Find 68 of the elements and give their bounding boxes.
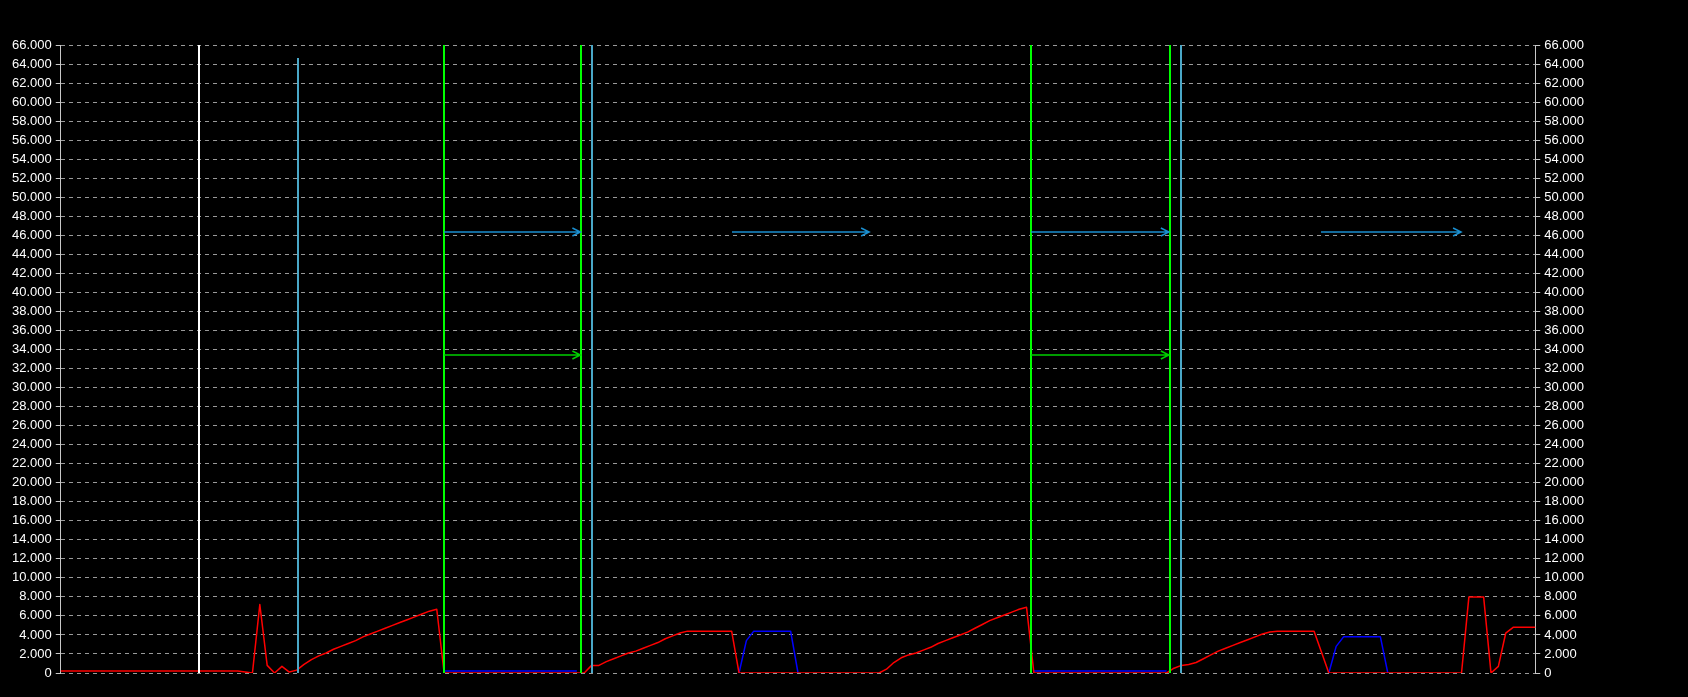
y2-tick-label: 26.000 [1544,417,1584,433]
y-tick-label: 50.000 [12,188,52,204]
y-tick-label: 32.000 [12,360,52,376]
y2-tick-label: 60.000 [1544,93,1584,109]
y-tick-label: 38.000 [12,303,52,318]
y2-tick-label: 54.000 [1544,150,1584,166]
y-tick-label: 40.000 [12,283,52,299]
y2-tick-label: 10.000 [1544,569,1584,585]
y-tick-label: 6.000 [19,607,52,623]
y-tick-label: 18.000 [12,493,52,509]
y-tick-label: 48.000 [12,207,52,223]
y2-tick-label: 16.000 [1544,512,1584,528]
y-tick-label: 26.000 [12,417,52,433]
y-tick-label: 24.000 [12,436,52,452]
y-tick-label: 10.000 [12,569,52,585]
y2-tick-label: 30.000 [1544,379,1584,395]
y2-tick-label: 28.000 [1544,398,1584,414]
y2-tick-label: 2.000 [1544,645,1577,661]
y2-tick-label: 36.000 [1544,322,1584,338]
y2-tick-label: 6.000 [1544,607,1577,623]
y-tick-label: 64.000 [12,55,52,71]
y2-tick-label: 56.000 [1544,131,1584,147]
y2-tick-label: 38.000 [1544,303,1584,318]
y2-tick-label: 22.000 [1544,455,1584,471]
y-tick-label: 62.000 [12,74,52,90]
y-tick-label: 54.000 [12,150,52,166]
y-tick-label: 44.000 [12,245,52,261]
y-tick-label: 30.000 [12,379,52,395]
y-tick-label: 8.000 [19,588,52,604]
y-tick-label: 34.000 [12,341,52,357]
y-tick-label: 66.000 [12,36,52,52]
y-tick-label: 2.000 [19,645,52,661]
y2-tick-label: 62.000 [1544,74,1584,90]
y2-tick-label: 46.000 [1544,226,1584,242]
y2-tick-label: 42.000 [1544,264,1584,280]
y2-tick-label: 24.000 [1544,436,1584,452]
y2-tick-label: 66.000 [1544,36,1584,52]
y-tick-label: 14.000 [12,531,52,547]
y2-tick-label: 64.000 [1544,55,1584,71]
y-tick-label: 0 [44,664,52,680]
y2-tick-label: 44.000 [1544,245,1584,261]
y-tick-label: 36.000 [12,322,52,338]
y2-tick-label: 14.000 [1544,531,1584,547]
y2-tick-label: 52.000 [1544,169,1584,185]
y2-tick-label: 8.000 [1544,588,1577,604]
y2-tick-label: 18.000 [1544,493,1584,509]
y2-tick-label: 50.000 [1544,188,1584,204]
y-tick-label: 42.000 [12,264,52,280]
y-tick-label: 56.000 [12,131,52,147]
y-tick-label: 4.000 [19,626,52,642]
y-tick-label: 28.000 [12,398,52,414]
y-tick-label: 46.000 [12,226,52,242]
y2-tick-label: 48.000 [1544,207,1584,223]
y2-tick-label: 20.000 [1544,474,1584,490]
y-tick-label: 58.000 [12,112,52,128]
y2-tick-label: 32.000 [1544,360,1584,376]
y-tick-label: 22.000 [12,455,52,471]
y-tick-label: 20.000 [12,474,52,490]
y2-tick-label: 58.000 [1544,112,1584,128]
y2-tick-label: 0 [1544,664,1552,680]
y-tick-label: 12.000 [12,550,52,566]
y2-tick-label: 40.000 [1544,283,1584,299]
y-tick-label: 52.000 [12,169,52,185]
y-tick-label: 60.000 [12,93,52,109]
y-tick-label: 16.000 [12,512,52,528]
y2-tick-label: 12.000 [1544,550,1584,566]
y2-tick-label: 34.000 [1544,341,1584,357]
y2-tick-label: 4.000 [1544,626,1577,642]
